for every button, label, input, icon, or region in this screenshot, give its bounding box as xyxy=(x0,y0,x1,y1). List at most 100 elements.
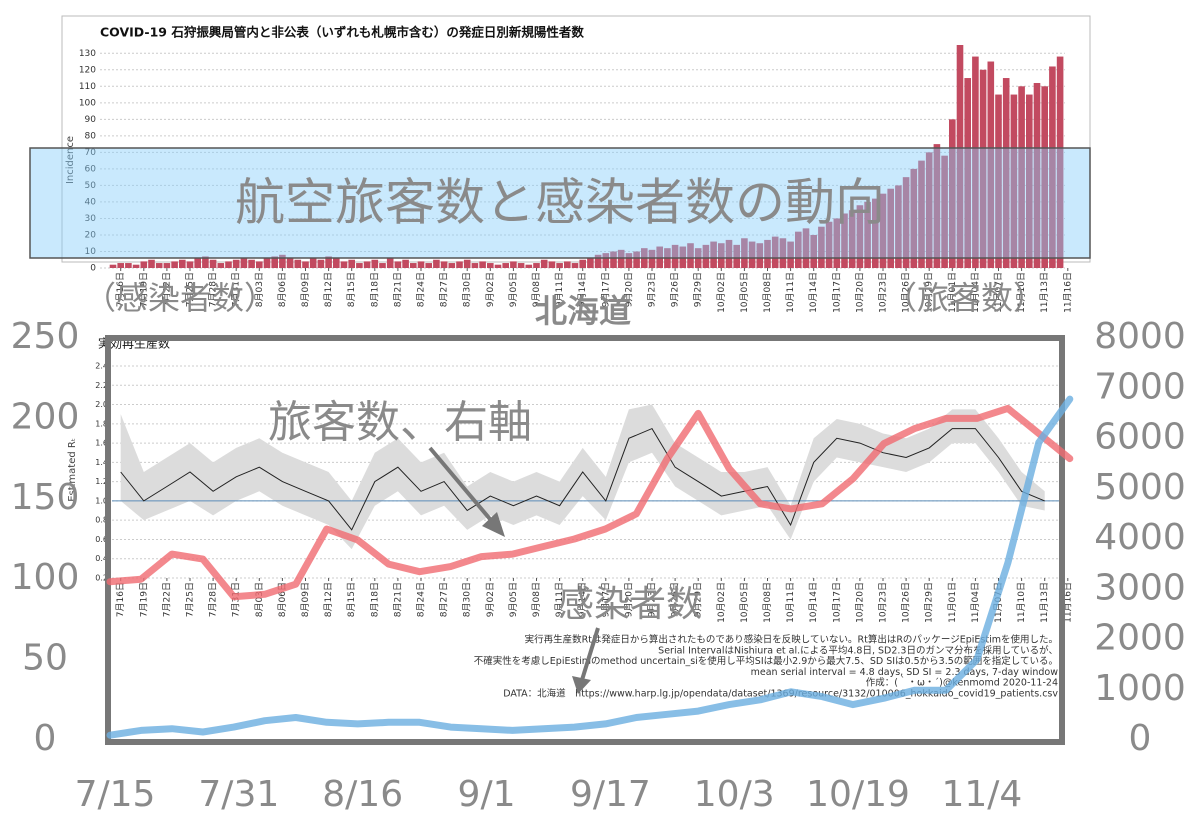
bar xyxy=(263,258,271,268)
bar xyxy=(232,259,240,268)
bar xyxy=(540,259,548,268)
bar xyxy=(309,258,317,268)
x-tick-label: 7/15 xyxy=(75,774,156,815)
x-tick-label: 8月24日 xyxy=(416,272,427,307)
bar xyxy=(148,259,155,268)
x-tick-label: 8月06日 xyxy=(277,272,288,307)
x-tick-label: 10月26日 xyxy=(901,582,912,623)
x-tick-label: 10月14日 xyxy=(808,272,819,313)
note: Serial IntervalはNishiura et al.による平均4.8日… xyxy=(658,644,1058,656)
bar xyxy=(379,263,386,268)
x-tick-label: 8月18日 xyxy=(369,272,380,307)
x-tick-label: 8/16 xyxy=(322,774,403,815)
bar xyxy=(933,144,941,268)
y-tick-label: 0.8 xyxy=(95,516,108,525)
bar xyxy=(286,258,294,268)
bar xyxy=(294,259,302,268)
bar xyxy=(771,236,779,268)
x-tick-label: 7月22日 xyxy=(161,582,172,617)
bar xyxy=(671,244,679,268)
x-tick-label: 8月30日 xyxy=(462,582,473,617)
bar xyxy=(1002,78,1010,268)
bar xyxy=(325,256,332,268)
bar xyxy=(864,201,871,268)
x-tick-label: 8月09日 xyxy=(300,272,311,307)
x-tick-label: 9月14日 xyxy=(577,582,588,617)
x-tick-label: 8月18日 xyxy=(369,582,380,617)
bar xyxy=(995,94,1002,268)
x-tick-label: 8月21日 xyxy=(392,582,403,617)
x-tick-label: 11月16日 xyxy=(1062,582,1073,623)
y-tick-label: 50 xyxy=(22,638,68,679)
bar xyxy=(494,264,502,268)
x-tick-label: 10月14日 xyxy=(808,582,819,623)
bar xyxy=(571,263,579,268)
bar xyxy=(949,119,956,268)
y2-tick-label: 2000 xyxy=(1094,618,1186,659)
series-line xyxy=(106,395,1074,739)
x-tick-label: 9月14日 xyxy=(577,272,588,307)
x-tick-label: 7/31 xyxy=(198,774,279,815)
x-tick-label: 11/4 xyxy=(941,774,1022,815)
note: 作成：(｀・ω・´)@kenmomd 2020-11-24 xyxy=(866,676,1058,689)
y-axis-label: Incidence xyxy=(65,136,76,184)
bar xyxy=(902,177,910,268)
bar xyxy=(1041,86,1048,268)
bar xyxy=(764,239,771,268)
bar xyxy=(194,258,201,268)
y-tick-label: 50 xyxy=(85,181,97,191)
y-tick-label: 150 xyxy=(11,477,80,518)
x-tick-label: 8月15日 xyxy=(346,272,357,307)
bar xyxy=(702,244,710,268)
x-tick-label: 10月11日 xyxy=(785,582,796,623)
bar xyxy=(202,256,209,268)
y2-tick-label: 8000 xyxy=(1094,316,1186,357)
bar xyxy=(510,261,517,268)
y-tick-label: 120 xyxy=(79,65,96,75)
x-tick-label: 7月25日 xyxy=(185,582,196,617)
x-tick-label: 7月31日 xyxy=(231,272,242,307)
x-tick-label: 7月16日 xyxy=(115,582,126,617)
x-tick-label: 7月16日 xyxy=(115,272,126,307)
bar xyxy=(186,261,194,268)
bar xyxy=(856,205,864,268)
y-tick-label: 0.4 xyxy=(95,554,108,563)
bar xyxy=(594,254,602,268)
bar xyxy=(517,263,525,268)
left-label: （感染者数） xyxy=(84,279,276,317)
x-tick-label: 9月08日 xyxy=(531,272,542,307)
bar xyxy=(941,155,948,268)
y2-tick-label: 5000 xyxy=(1094,467,1186,508)
bar xyxy=(872,198,879,268)
region: 北海道 xyxy=(535,292,631,330)
bar xyxy=(209,259,217,268)
bar xyxy=(402,259,409,268)
x-tick-label: 10月08日 xyxy=(762,272,773,313)
x-tick-label: 10月17日 xyxy=(831,272,842,313)
bar xyxy=(818,226,825,268)
y-tick-label: 1.2 xyxy=(95,477,108,486)
x-tick-label: 7月19日 xyxy=(138,272,149,307)
x-tick-label: 9月20日 xyxy=(623,272,634,307)
bar xyxy=(879,193,887,268)
bar xyxy=(487,263,494,268)
overlay-chart: 0 50 100 150 200 250 0 1000 2000 3000 4000 5000 6000… xyxy=(11,316,1186,815)
x-tick-label: 8月12日 xyxy=(323,582,334,617)
bar xyxy=(833,218,841,268)
x-tick-label: 9月23日 xyxy=(647,582,658,617)
bar xyxy=(363,261,371,268)
y-tick-label: 100 xyxy=(79,98,96,108)
confidence-band xyxy=(120,404,1045,550)
x-tick-label: 10月23日 xyxy=(878,582,889,623)
bar xyxy=(502,263,509,268)
y-tick-label: 70 xyxy=(85,148,97,158)
y-tick-label: 100 xyxy=(11,557,80,598)
x-tick-label: 11月01日 xyxy=(947,272,958,313)
x-tick-label: 10月05日 xyxy=(739,582,750,623)
x-tick-label: 10月02日 xyxy=(716,272,727,313)
bar xyxy=(117,263,124,268)
bar xyxy=(302,261,309,268)
x-tick-label: 9月20日 xyxy=(623,582,634,617)
bar xyxy=(317,259,325,268)
